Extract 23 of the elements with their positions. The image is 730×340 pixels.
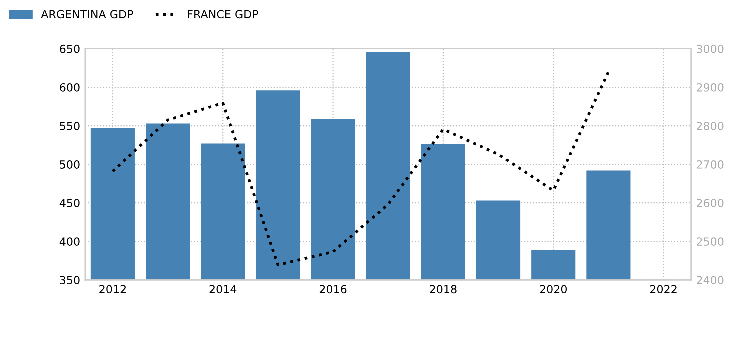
y-tick-label: 500 xyxy=(60,160,80,169)
y-tick-label: 450 xyxy=(60,199,80,208)
y2-tick-label: 2700 xyxy=(696,160,724,169)
x-tick-label: 2016 xyxy=(320,285,347,294)
y-tick-label: 550 xyxy=(60,122,80,130)
y2-tick-label: 2500 xyxy=(696,238,724,246)
y2-tick-label: 2800 xyxy=(696,122,724,130)
y-tick-label: 400 xyxy=(60,238,80,246)
y2-tick-label: 2600 xyxy=(696,199,724,208)
y2-tick-label: 2900 xyxy=(696,83,724,92)
x-tick-label: 2014 xyxy=(210,285,237,294)
x-tick-label: 2020 xyxy=(540,285,568,294)
x-tick-label: 2012 xyxy=(100,285,126,294)
y-tick-label: 350 xyxy=(60,276,80,285)
y-tick-label: 600 xyxy=(60,83,80,92)
x-tick-label: 2018 xyxy=(430,285,457,294)
y2-tick-label: 2400 xyxy=(696,276,724,285)
line-series xyxy=(112,70,610,267)
legend-label: ARGENTINA GDP xyxy=(41,10,134,19)
legend-label: FRANCE GDP xyxy=(188,10,258,19)
y2-tick-label: 3000 xyxy=(697,44,724,54)
x-tick-label: 2022 xyxy=(650,285,677,294)
y-tick-label: 650 xyxy=(60,44,80,54)
